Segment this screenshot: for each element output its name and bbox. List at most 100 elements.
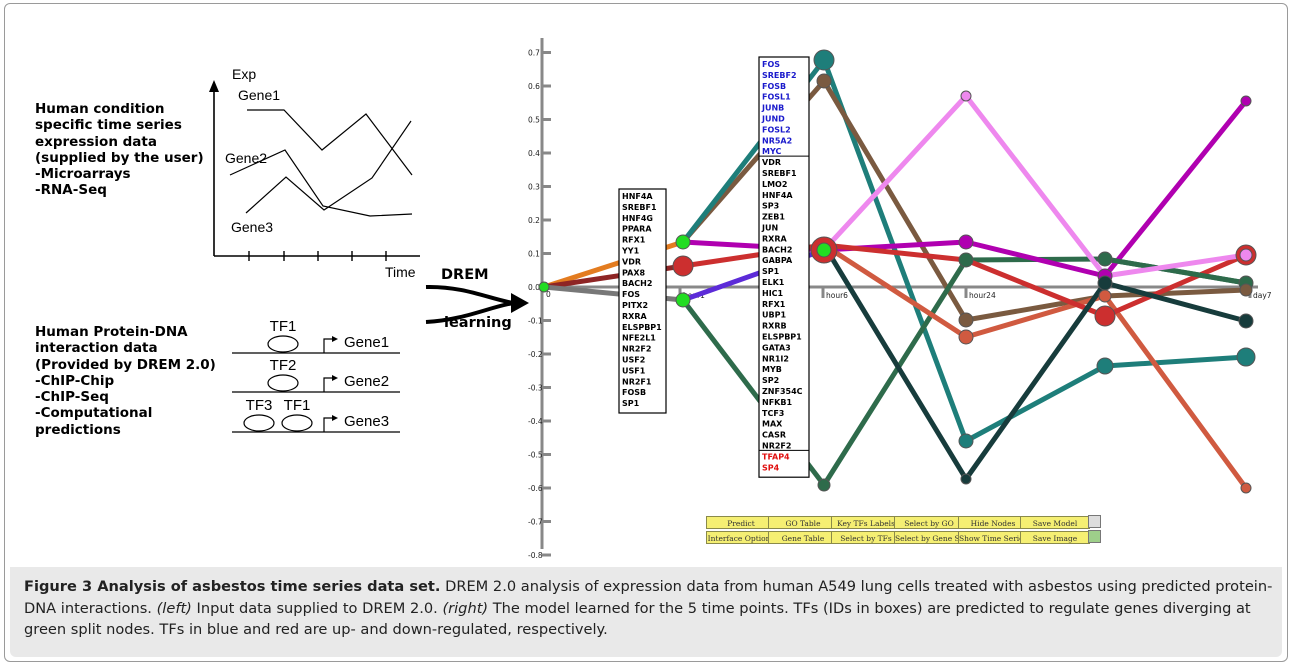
tf-name: FOS <box>762 60 780 69</box>
save-model-button[interactable]: Save Model <box>1020 516 1090 529</box>
drem-node <box>1239 283 1253 297</box>
key-tfs-labels-button[interactable]: Key TFs Labels <box>831 516 901 529</box>
target-gene-label: Gene2 <box>344 373 389 390</box>
tf-name: NR1I2 <box>762 354 789 363</box>
tf-name: FOS <box>622 290 640 299</box>
drem-y-tick-label: 0.7 <box>528 49 540 58</box>
tf-name: TFAP4 <box>762 452 790 461</box>
save-image-button[interactable]: Save Image <box>1020 531 1090 544</box>
tf-name: FOSB <box>622 388 646 397</box>
interaction-heading-line: predictions <box>35 421 121 438</box>
save-disk-icon[interactable] <box>1088 515 1101 528</box>
tf-name: FOSL1 <box>762 93 791 102</box>
tf-ellipse <box>243 414 275 432</box>
tf-name: GATA3 <box>762 343 791 352</box>
tf-name: BACH2 <box>622 279 652 288</box>
interaction-heading-line: interaction data <box>35 340 158 357</box>
interaction-heading-line: (Provided by DREM 2.0) <box>35 356 216 373</box>
tf-name: JUN <box>761 224 778 233</box>
tf-name: ZEB1 <box>762 213 785 222</box>
select-by-go-button[interactable]: Select by GO <box>894 516 964 529</box>
tf-name: MYC <box>762 147 781 156</box>
caption-part3: The model learned for the 5 time points.… <box>24 599 1251 639</box>
drem-node <box>1096 357 1114 375</box>
interaction-heading-line: -ChIP-Seq <box>35 389 109 406</box>
go-table-button[interactable]: GO Table <box>768 516 838 529</box>
tf-label: TF3 <box>246 397 273 414</box>
show-time-series-button[interactable]: Show Time Series <box>958 531 1028 544</box>
tf-name: HNF4G <box>622 214 653 223</box>
tf-name: ELSPBP1 <box>622 323 662 332</box>
x-axis-label: Time <box>385 264 416 280</box>
caption-right-tag: (right) <box>442 599 489 617</box>
tf-name: VDR <box>762 158 781 167</box>
image-export-icon[interactable] <box>1088 530 1101 543</box>
drem-path <box>823 99 1248 279</box>
drem-node <box>1239 248 1253 262</box>
drem-y-tick-label: -0.6 <box>528 484 543 493</box>
drem-node <box>675 234 691 250</box>
gene-label: Gene2 <box>225 150 267 166</box>
expression-data-description: Human condition specific time series expre… <box>35 101 235 199</box>
interaction-heading-line: -ChIP-Chip <box>35 372 115 389</box>
figure-caption: Figure 3 Analysis of asbestos time serie… <box>24 576 1274 641</box>
tf-label: TF1 <box>284 397 311 414</box>
tf-name: HNF4A <box>622 192 653 201</box>
tf-name: PPARA <box>622 225 652 234</box>
drem-arrow: DREM learning <box>425 267 529 331</box>
drem-y-tick-label: 0.3 <box>528 183 540 192</box>
drem-y-tick-label: 0.5 <box>528 116 540 125</box>
tf-label: TF1 <box>270 318 297 335</box>
tf-name: SP2 <box>762 376 779 385</box>
tf-name: RFX1 <box>622 236 646 245</box>
tf-name: GABPA <box>762 256 793 265</box>
tf-name: UBP1 <box>762 311 786 320</box>
select-by-gene-set-button[interactable]: Select by Gene Set <box>894 531 964 544</box>
select-by-tfs-button[interactable]: Select by TFs <box>831 531 901 544</box>
tf-name: ZNF354C <box>762 387 803 396</box>
tf-name: RXRB <box>762 322 787 331</box>
drem-y-tick-label: -0.4 <box>528 417 543 426</box>
promoter-arrow <box>323 377 333 392</box>
drem-node <box>816 242 832 258</box>
tf-name: NR2F1 <box>622 377 652 386</box>
figure-frame <box>4 3 1288 662</box>
tf-name: HIC1 <box>762 289 784 298</box>
drem-y-tick-label: 0.2 <box>528 216 540 225</box>
drem-y-tick-label: 0.1 <box>528 250 540 259</box>
predict-button[interactable]: Predict <box>706 516 776 529</box>
drem-y-tick-label: -0.2 <box>528 350 543 359</box>
drem-y-tick-label: -0.1 <box>528 317 543 326</box>
interface-options-button[interactable]: Interface Options <box>706 531 776 544</box>
tf-label: TF2 <box>270 357 297 374</box>
gene-table-button[interactable]: Gene Table <box>768 531 838 544</box>
drem-node <box>817 478 831 492</box>
drem-y-tick-label: 0.0 <box>528 283 540 292</box>
tf-name: NFE2L1 <box>622 334 656 343</box>
drem-node <box>1236 347 1256 367</box>
tf-name: RXRA <box>762 234 787 243</box>
tf-name: VDR <box>622 257 641 266</box>
drem-node <box>1238 313 1254 329</box>
tf-name: SREBF1 <box>762 169 797 178</box>
tf-name: PITX2 <box>622 301 648 310</box>
drem-y-tick-label: 0.6 <box>528 82 540 91</box>
tf-name: JUNB <box>761 104 784 113</box>
promoter-arrow <box>323 338 333 353</box>
target-gene-label: Gene1 <box>344 334 389 351</box>
caption-background <box>10 567 1282 657</box>
hide-nodes-button[interactable]: Hide Nodes <box>958 516 1028 529</box>
drem-time-label: day7 <box>1253 291 1272 300</box>
expression-sketch: Exp Time Gene1 Gene2 Gene3 <box>209 66 420 280</box>
drem-node <box>960 473 972 485</box>
expression-heading-line: specific time series <box>35 117 182 134</box>
arrow-head <box>511 293 529 313</box>
tf-name: LMO2 <box>762 180 787 189</box>
drem-node <box>1097 275 1113 291</box>
drem-path <box>821 79 1247 323</box>
drem-node <box>816 73 832 89</box>
expression-heading-line: Human condition <box>35 101 165 117</box>
gene2-curve <box>229 149 413 217</box>
interaction-heading-line: -Computational <box>35 405 153 422</box>
